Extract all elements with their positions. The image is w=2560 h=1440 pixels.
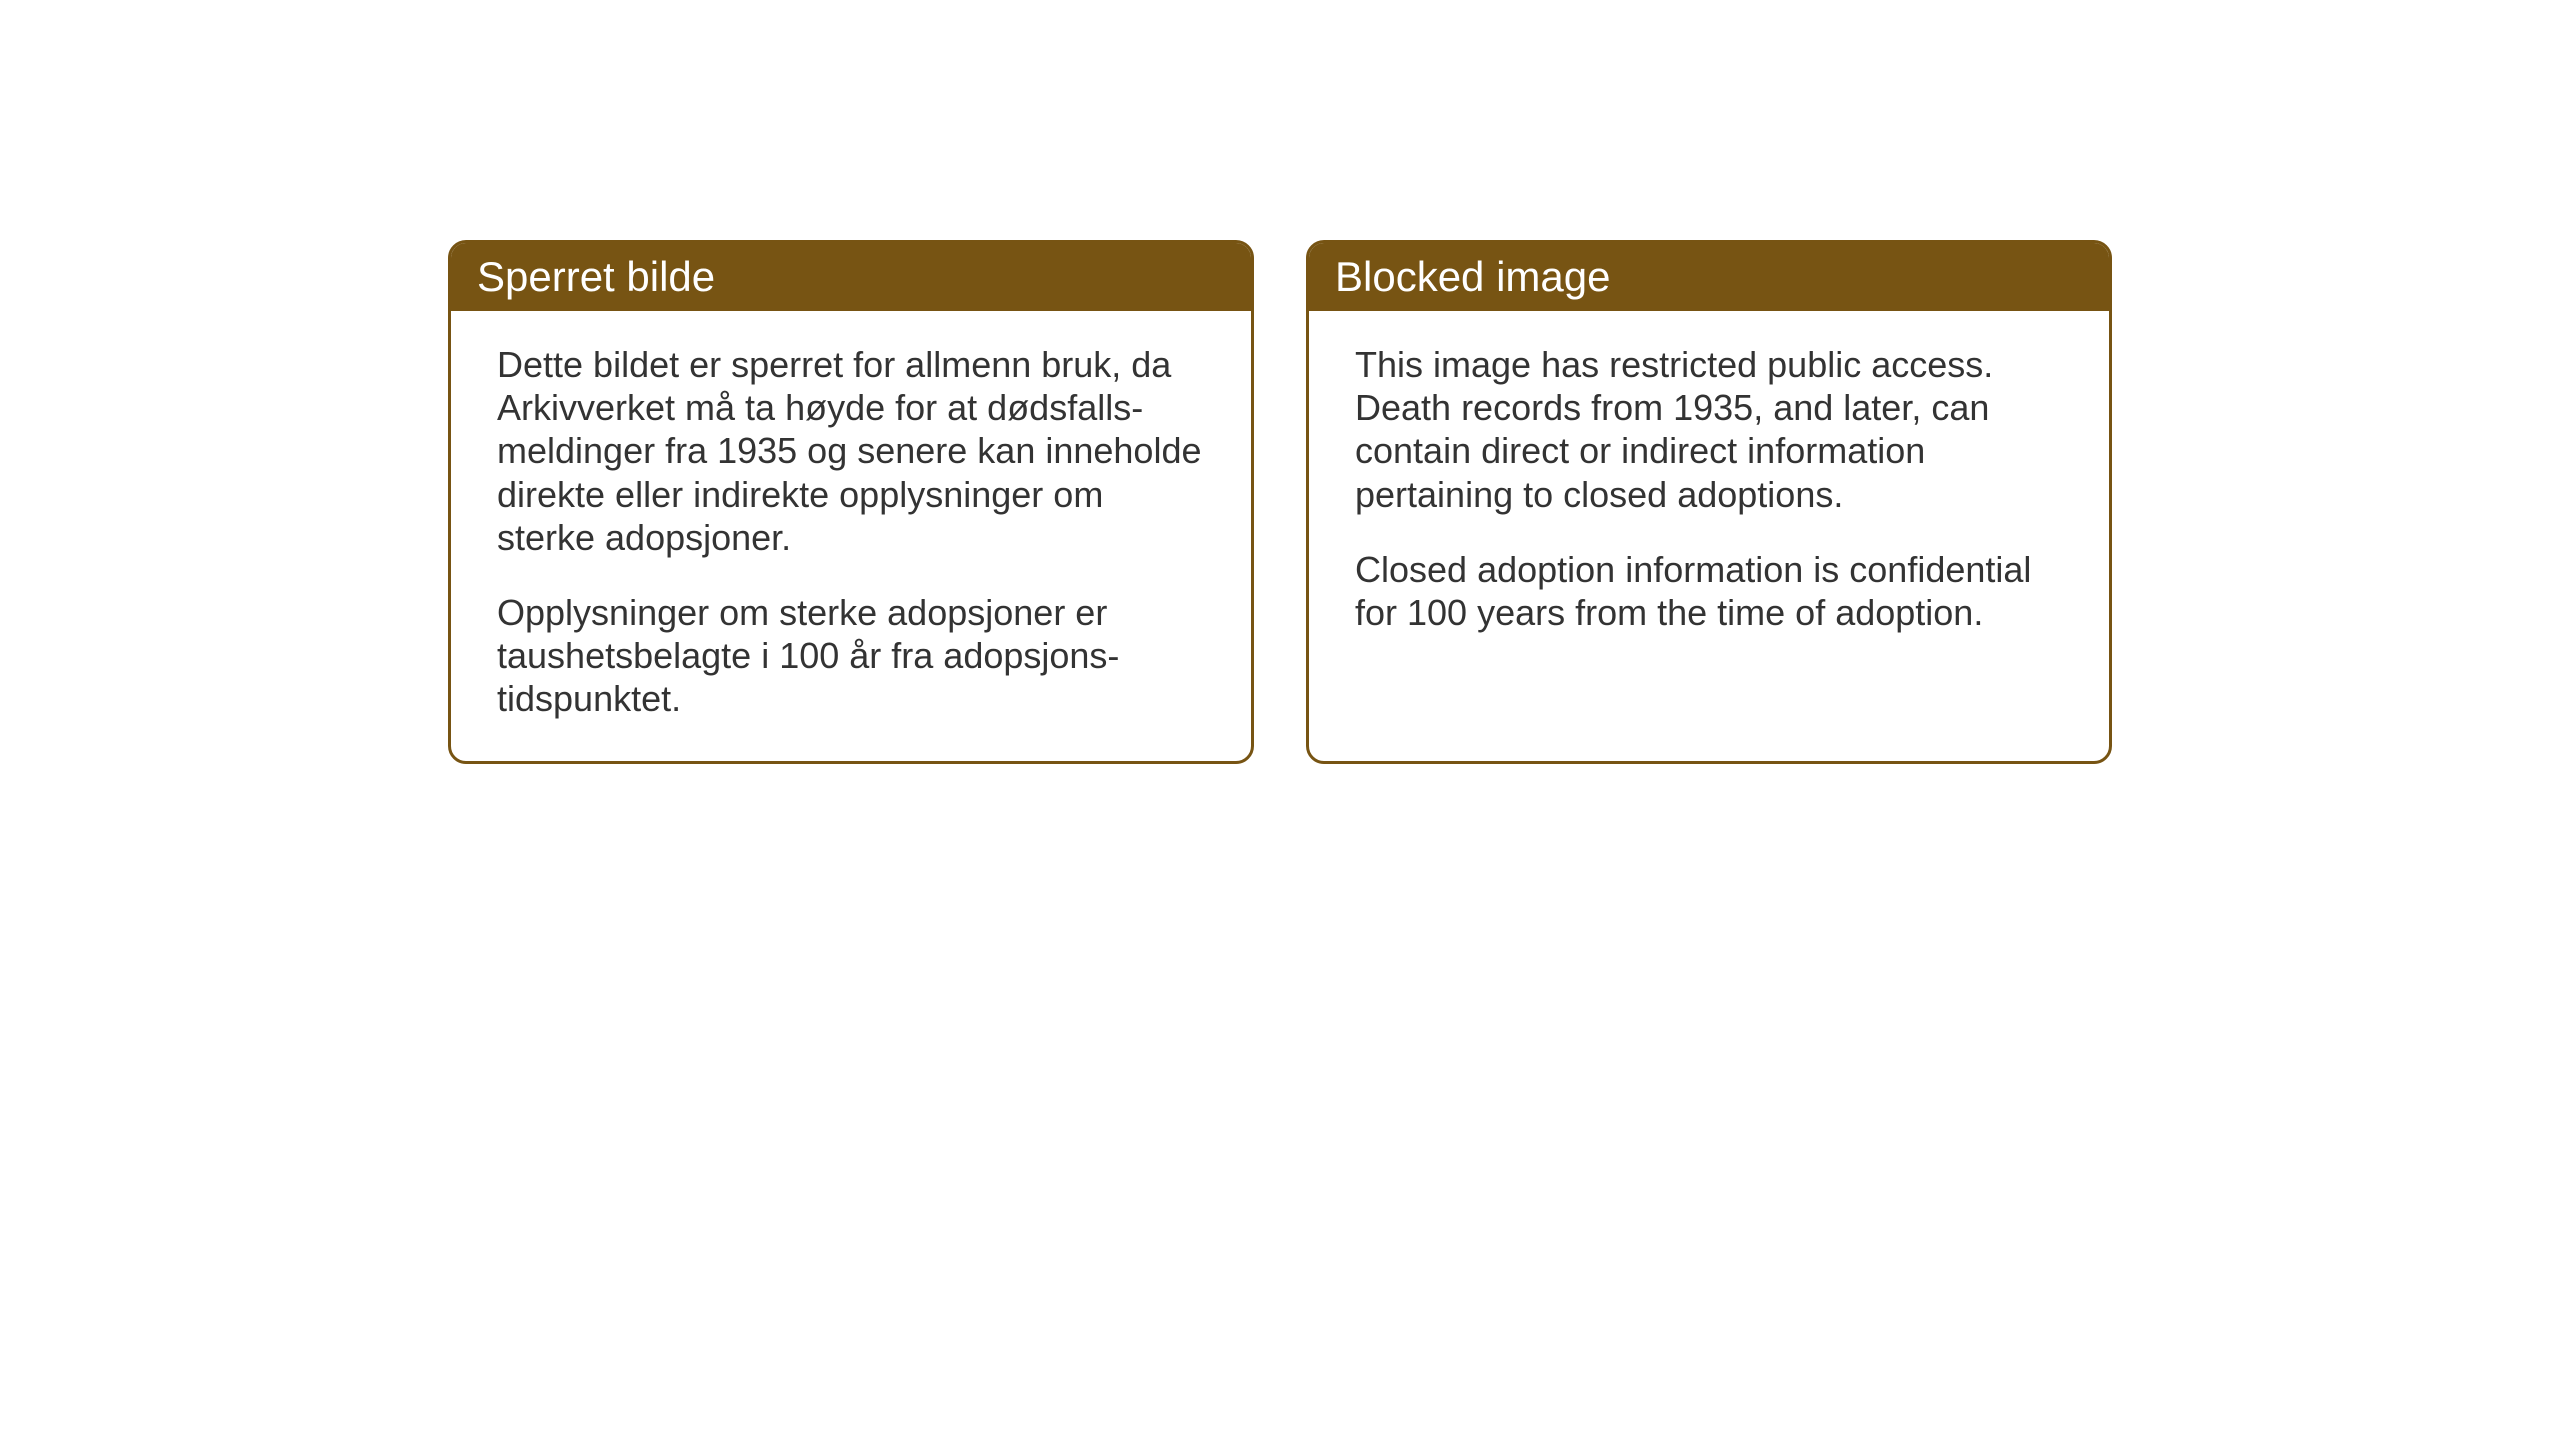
norwegian-card: Sperret bilde Dette bildet er sperret fo… [448,240,1254,764]
english-card-header: Blocked image [1309,243,2109,311]
english-card-title: Blocked image [1335,253,1610,300]
norwegian-paragraph-2: Opplysninger om sterke adopsjoner er tau… [497,591,1205,721]
english-paragraph-2: Closed adoption information is confident… [1355,548,2063,634]
norwegian-card-title: Sperret bilde [477,253,715,300]
english-card: Blocked image This image has restricted … [1306,240,2112,764]
cards-container: Sperret bilde Dette bildet er sperret fo… [448,240,2112,764]
english-card-body: This image has restricted public access.… [1309,311,2109,709]
norwegian-paragraph-1: Dette bildet er sperret for allmenn bruk… [497,343,1205,559]
norwegian-card-header: Sperret bilde [451,243,1251,311]
norwegian-card-body: Dette bildet er sperret for allmenn bruk… [451,311,1251,761]
english-paragraph-1: This image has restricted public access.… [1355,343,2063,516]
